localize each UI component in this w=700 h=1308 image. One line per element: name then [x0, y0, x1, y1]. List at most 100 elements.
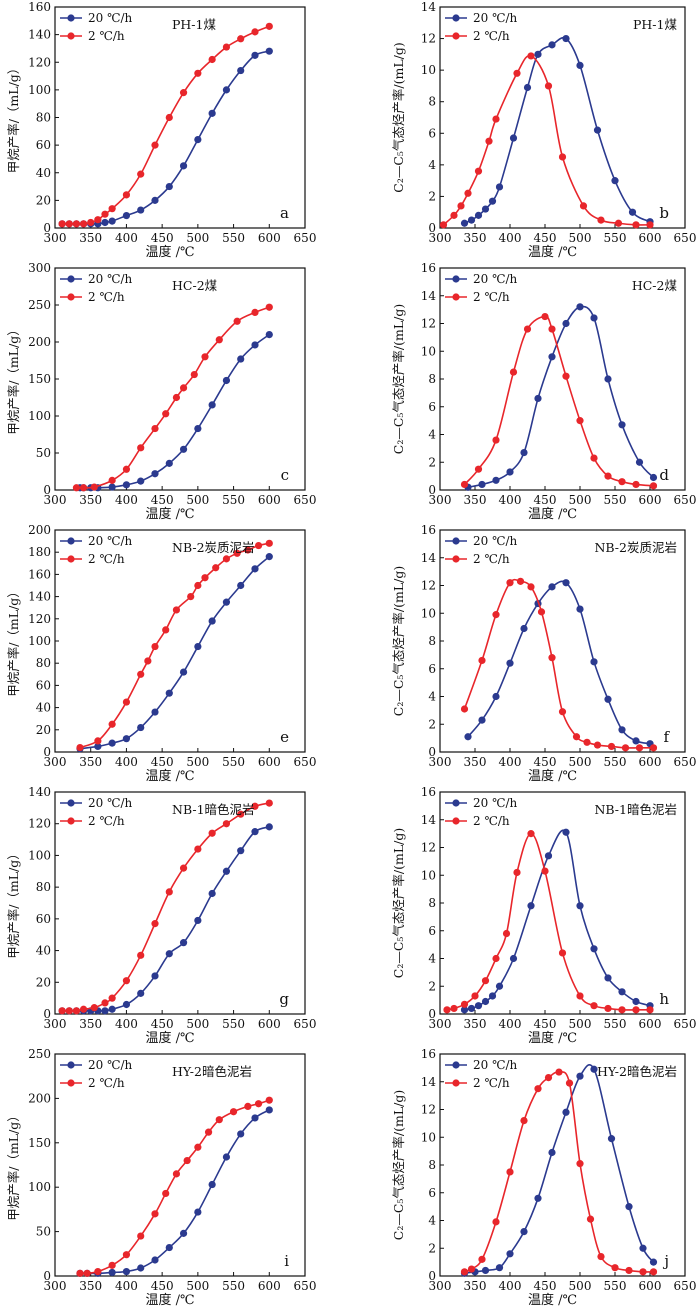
data-point-slow — [492, 1218, 500, 1226]
data-point-slow — [478, 1255, 486, 1263]
y-tick-label: 250 — [28, 1047, 51, 1061]
data-point-slow — [492, 611, 500, 619]
plot-frame — [54, 791, 306, 1015]
data-point-slow — [460, 705, 469, 713]
data-point-slow — [172, 393, 181, 402]
data-point-slow — [137, 1232, 145, 1240]
legend-label-fast: 20 ℃/h — [88, 11, 133, 25]
y-tick-label: 6 — [428, 924, 436, 938]
x-tick-label: 650 — [294, 1017, 317, 1031]
data-point-slow — [576, 1160, 584, 1168]
data-point-slow — [151, 920, 159, 928]
data-point-fast — [265, 553, 273, 561]
data-point-slow — [229, 1108, 238, 1116]
data-point-fast — [222, 598, 231, 606]
x-tick-label: 550 — [604, 755, 627, 769]
data-point-fast — [251, 1114, 259, 1122]
y-tick-label: 4 — [428, 1214, 436, 1228]
y-tick-label: 10 — [421, 606, 436, 620]
legend-marker-fast — [67, 799, 75, 807]
x-tick-label: 550 — [604, 1017, 627, 1031]
x-tick-label: 600 — [639, 755, 662, 769]
x-axis-label: 温度 /℃ — [145, 1030, 194, 1046]
legend-marker-slow — [67, 293, 75, 301]
y-tick-label: 140 — [28, 785, 51, 799]
sample-title: PH-1煤 — [172, 17, 216, 32]
data-point-slow — [215, 336, 223, 344]
data-point-slow — [502, 929, 511, 938]
data-point-slow — [646, 221, 654, 229]
sample-title: HC-2煤 — [172, 278, 218, 293]
y-tick-label: 2 — [428, 979, 436, 993]
y-tick-label: 4 — [428, 428, 436, 442]
data-point-slow — [254, 1100, 263, 1108]
data-point-fast — [208, 401, 216, 409]
data-point-slow — [190, 370, 198, 379]
data-point-slow — [108, 1261, 116, 1269]
data-point-slow — [254, 541, 263, 550]
chart-panel-b: 300 350 400 450 500 550 600 650 0 2 4 6 8 10 12 14 温度 /℃… — [391, 0, 696, 260]
x-tick-label: 400 — [115, 493, 138, 507]
data-point-fast — [251, 565, 259, 573]
x-tick-label: 650 — [674, 493, 697, 507]
data-point-fast — [101, 218, 109, 227]
data-point-slow — [509, 368, 518, 376]
series-line-slow — [79, 542, 270, 749]
y-tick-label: 160 — [28, 567, 51, 581]
x-tick-label: 650 — [294, 493, 317, 507]
legend-marker-fast — [452, 1061, 460, 1069]
data-point-slow — [94, 1267, 102, 1276]
x-tick-label: 300 — [429, 755, 452, 769]
chart-panel-i: 300 350 400 450 500 550 600 650 0 50 100 150 200 250 温… — [6, 1047, 316, 1308]
y-tick-label: 14 — [421, 0, 437, 14]
data-point-fast — [222, 86, 231, 94]
data-point-fast — [179, 445, 188, 453]
legend-label-slow: 2 ℃/h — [88, 29, 125, 43]
y-tick-label: 80 — [36, 656, 51, 670]
x-tick-label: 450 — [151, 1279, 174, 1293]
x-tick-label: 400 — [115, 755, 138, 769]
data-point-slow — [593, 741, 602, 749]
data-point-slow — [635, 744, 644, 752]
legend-label-slow: 2 ℃/h — [88, 814, 125, 828]
x-tick-label: 550 — [222, 493, 245, 507]
data-point-fast — [151, 470, 159, 478]
legend-marker-slow — [452, 817, 460, 825]
data-point-fast — [179, 668, 188, 676]
x-tick-label: 400 — [115, 231, 138, 245]
x-tick-label: 350 — [464, 755, 487, 769]
legend-marker-slow — [452, 293, 460, 301]
data-point-fast — [165, 459, 173, 467]
data-point-slow — [122, 191, 131, 199]
data-point-fast — [265, 331, 273, 339]
data-point-slow — [208, 829, 216, 837]
legend-marker-slow — [67, 32, 75, 40]
data-point-slow — [457, 202, 465, 210]
data-point-slow — [183, 1156, 191, 1165]
data-point-slow — [467, 1265, 476, 1273]
y-tick-label: 100 — [28, 83, 51, 97]
data-point-fast — [548, 41, 556, 49]
x-tick-label: 400 — [499, 1017, 522, 1031]
data-point-slow — [122, 465, 131, 473]
legend-marker-slow — [452, 555, 460, 563]
data-point-fast — [481, 205, 490, 213]
data-point-slow — [251, 802, 259, 810]
data-point-fast — [151, 1256, 159, 1264]
x-tick-label: 650 — [674, 1279, 697, 1293]
x-tick-label: 350 — [79, 231, 102, 245]
data-point-slow — [101, 999, 109, 1007]
data-point-slow — [555, 1068, 563, 1076]
x-tick-label: 300 — [44, 1017, 67, 1031]
data-point-fast — [548, 1148, 556, 1157]
x-axis-label: 温度 /℃ — [145, 506, 194, 522]
x-tick-label: 450 — [534, 1279, 557, 1293]
data-point-fast — [534, 1194, 542, 1202]
legend-label-slow: 2 ℃/h — [473, 1076, 510, 1090]
data-point-slow — [265, 1096, 273, 1104]
x-tick-label: 400 — [499, 231, 522, 245]
data-point-slow — [162, 410, 170, 418]
data-point-fast — [122, 1000, 131, 1009]
y-tick-label: 4 — [428, 158, 436, 172]
data-point-slow — [460, 1268, 469, 1276]
